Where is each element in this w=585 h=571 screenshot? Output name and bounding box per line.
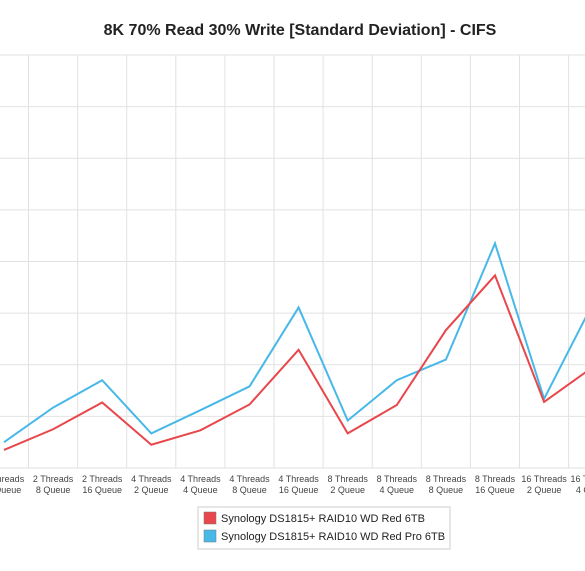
x-tick-label: 8 Threads 8 Queue xyxy=(426,474,467,495)
chart-series xyxy=(3,240,585,451)
x-tick-label: 4 Threads 8 Queue xyxy=(229,474,270,495)
legend-label-red-6tb: Synology DS1815+ RAID10 WD Red 6TB xyxy=(221,513,425,525)
chart-title: 8K 70% Read 30% Write [Standard Deviatio… xyxy=(104,22,497,39)
x-tick-label: 2 Threads 16 Queue xyxy=(82,474,123,495)
series-line-0 xyxy=(3,273,585,451)
legend-swatch-red-6tb xyxy=(203,511,217,525)
series-line-1 xyxy=(3,240,585,444)
x-tick-label: 2 Threads 8 Queue xyxy=(33,474,74,495)
legend-swatch-red-pro-6tb xyxy=(203,529,217,543)
chart-legend: Synology DS1815+ RAID10 WD Red 6TB Synol… xyxy=(197,506,451,550)
legend-box xyxy=(197,506,451,550)
x-tick-label: 4 Threads 2 Queue xyxy=(131,474,172,495)
chart-grid xyxy=(0,54,585,469)
x-tick-label: 8 Threads 16 Queue xyxy=(475,474,516,495)
x-tick-label: 16 Threads 2 Queue xyxy=(521,474,567,495)
x-tick-label: 8 Threads 2 Queue xyxy=(328,474,369,495)
legend-label-red-pro-6tb: Synology DS1815+ RAID10 WD Red Pro 6TB xyxy=(221,531,445,543)
x-tick-label: 8 Threads 4 Queue xyxy=(377,474,418,495)
x-tick-label: 4 Threads 16 Queue xyxy=(278,474,319,495)
x-tick-label: 4 Threads 4 Queue xyxy=(180,474,221,495)
